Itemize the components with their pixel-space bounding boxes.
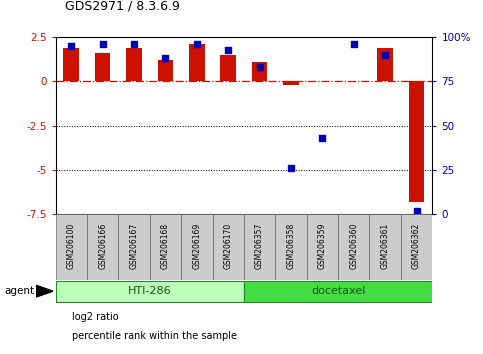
Point	[256, 64, 264, 70]
Bar	[283, 81, 299, 85]
Bar	[150, 214, 181, 280]
Point	[382, 52, 389, 58]
Text: GSM206357: GSM206357	[255, 222, 264, 269]
Polygon shape	[36, 285, 53, 297]
Bar	[95, 53, 111, 81]
Text: HTI-286: HTI-286	[128, 286, 171, 296]
Text: GDS2971 / 8.3.6.9: GDS2971 / 8.3.6.9	[65, 0, 180, 12]
Text: GSM206360: GSM206360	[349, 222, 358, 269]
Text: GSM206358: GSM206358	[286, 222, 296, 269]
Point	[224, 47, 232, 52]
Bar	[401, 214, 432, 280]
Bar	[369, 214, 401, 280]
Text: percentile rank within the sample: percentile rank within the sample	[72, 331, 238, 341]
Text: GSM206170: GSM206170	[224, 222, 233, 269]
Bar	[244, 214, 275, 280]
Point	[99, 41, 107, 47]
Bar	[56, 214, 87, 280]
Text: GSM206359: GSM206359	[318, 222, 327, 269]
Text: GSM206169: GSM206169	[192, 222, 201, 269]
Text: GSM206362: GSM206362	[412, 222, 421, 269]
Point	[350, 41, 357, 47]
Bar	[377, 48, 393, 81]
Text: GSM206100: GSM206100	[67, 222, 76, 269]
Bar	[252, 62, 268, 81]
Bar	[157, 60, 173, 81]
Point	[287, 165, 295, 171]
Bar	[189, 44, 205, 81]
Point	[130, 41, 138, 47]
Text: agent: agent	[5, 286, 35, 296]
Bar	[213, 214, 244, 280]
Point	[319, 135, 327, 141]
Text: docetaxel: docetaxel	[311, 286, 365, 296]
Bar	[338, 214, 369, 280]
Bar	[118, 214, 150, 280]
Text: GSM206166: GSM206166	[98, 222, 107, 269]
Point	[193, 41, 201, 47]
Bar	[275, 214, 307, 280]
Point	[161, 56, 170, 61]
Bar	[181, 214, 213, 280]
Text: GSM206361: GSM206361	[381, 222, 390, 269]
Bar	[220, 55, 236, 81]
Bar	[87, 214, 118, 280]
Bar	[307, 214, 338, 280]
Text: GSM206167: GSM206167	[129, 222, 139, 269]
Text: log2 ratio: log2 ratio	[72, 312, 119, 322]
Point	[412, 208, 420, 213]
Text: GSM206168: GSM206168	[161, 223, 170, 269]
Bar	[409, 81, 425, 202]
Bar	[63, 48, 79, 81]
Bar	[244, 281, 432, 302]
Point	[68, 43, 75, 49]
Bar	[126, 48, 142, 81]
Bar	[56, 281, 244, 302]
